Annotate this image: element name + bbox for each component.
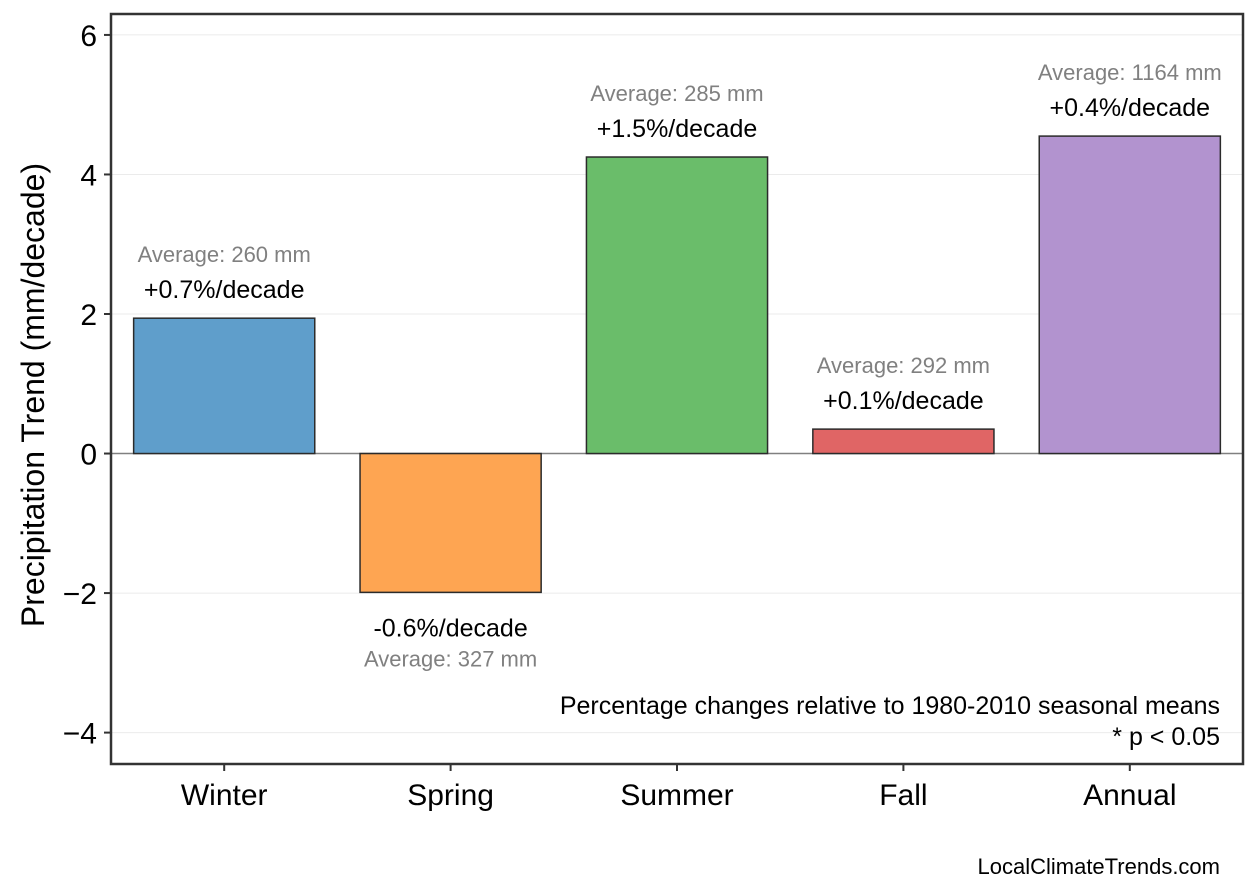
bar-annual [1038, 135, 1222, 455]
note-line-2: * p < 0.05 [1112, 723, 1220, 751]
x-tick-label: Fall [879, 779, 927, 812]
percent-label: +0.7%/decade [144, 276, 305, 304]
average-label: Average: 260 mm [138, 242, 311, 267]
y-tick-label: 4 [80, 159, 97, 192]
average-label: Average: 327 mm [364, 646, 537, 671]
y-tick-label: 0 [80, 439, 97, 472]
x-tick-label: Summer [620, 779, 733, 812]
y-axis-label: Precipitation Trend (mm/decade) [15, 163, 51, 627]
y-tick-label: −2 [63, 578, 97, 611]
percent-label: +1.5%/decade [597, 115, 758, 143]
percent-label: +0.1%/decade [823, 387, 984, 415]
average-label: Average: 285 mm [590, 81, 763, 106]
x-axis-ticks: Winter Spring Summer Fall Annual [181, 764, 1177, 812]
y-tick-label: 2 [80, 299, 97, 332]
bars [132, 135, 1222, 594]
bar-annotations: +0.7%/decade Average: 260 mm -0.6%/decade A… [138, 60, 1222, 671]
percent-label: +0.4%/decade [1050, 94, 1211, 122]
x-tick-label: Annual [1083, 779, 1176, 812]
note-line-1: Percentage changes relative to 1980-2010… [560, 692, 1220, 720]
bar-fall [812, 428, 995, 455]
y-axis-ticks: −4 −2 0 2 4 6 [63, 20, 111, 751]
bar-summer [585, 156, 769, 455]
percent-label: -0.6%/decade [373, 614, 527, 642]
y-tick-label: −4 [63, 718, 97, 751]
x-tick-label: Winter [181, 779, 268, 812]
average-label: Average: 1164 mm [1038, 60, 1222, 85]
bar-spring [359, 452, 542, 594]
bar-winter [132, 317, 316, 455]
average-label: Average: 292 mm [817, 353, 990, 378]
y-tick-label: 6 [80, 20, 97, 53]
source-credit: LocalClimateTrends.com [978, 854, 1221, 879]
x-tick-label: Spring [407, 779, 494, 812]
